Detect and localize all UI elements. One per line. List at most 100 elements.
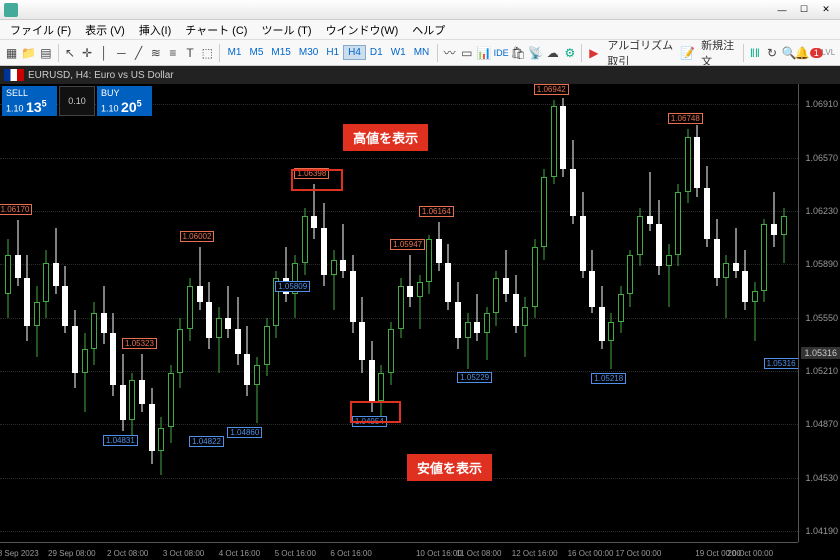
menubar: ファイル (F)表示 (V)挿入(I)チャート (C)ツール (T)ウインドウ(… (0, 20, 840, 40)
y-axis: 1.041901.045301.048701.052101.055501.058… (798, 84, 840, 542)
market-icon[interactable]: 🛍 (511, 43, 526, 63)
fractal-high-label: 1.05323 (122, 338, 157, 349)
fractal-high-label: 1.06942 (534, 84, 569, 95)
x-tick-label: 2 Oct 08:00 (107, 549, 148, 558)
fractal-high-label: 1.06170 (0, 204, 32, 215)
timeframe-W1[interactable]: W1 (387, 46, 410, 59)
x-tick-label: 12 Oct 16:00 (512, 549, 558, 558)
template-icon[interactable]: ▭ (459, 43, 474, 63)
y-tick-label: 1.06570 (805, 153, 838, 163)
sell-price-big: 13 (26, 99, 42, 115)
indicators-icon[interactable]: 📊 (476, 43, 491, 63)
lot-input[interactable]: 0.10 (59, 86, 95, 116)
chart-title: EURUSD, H4: Euro vs US Dollar (28, 70, 174, 81)
timeframe-M15[interactable]: M15 (267, 46, 294, 59)
text-icon[interactable]: T (182, 43, 197, 63)
zoom-in-icon[interactable]: 〰 (442, 43, 457, 63)
fractal-high-label: 1.06002 (180, 231, 215, 242)
buy-label: BUY (101, 88, 148, 98)
timeframe-M30[interactable]: M30 (295, 46, 322, 59)
app-logo-icon (4, 3, 18, 17)
x-tick-label: 6 Oct 16:00 (330, 549, 371, 558)
timeframe-M5[interactable]: M5 (246, 46, 268, 59)
x-tick-label: 3 Oct 08:00 (163, 549, 204, 558)
vline-icon[interactable]: │ (97, 43, 112, 63)
plot-area[interactable]: 1.061701.048311.053231.048221.060021.048… (0, 84, 798, 542)
annotation-box (291, 169, 343, 191)
fibo-icon[interactable]: ≡ (165, 43, 180, 63)
close-button[interactable]: ✕ (816, 3, 836, 17)
channel-icon[interactable]: ≋ (148, 43, 163, 63)
vps-icon[interactable]: ☁ (545, 43, 560, 63)
x-axis: 28 Sep 2023 29 Sep 08:00 2 Oct 08:00 3 Oct … (0, 542, 798, 560)
fractal-low-label: 1.04860 (227, 427, 262, 438)
buy-price-prefix: 1.10 (101, 104, 119, 114)
oneclick-icon[interactable]: ↻ (764, 43, 779, 63)
buy-price-big: 20 (121, 99, 137, 115)
fractal-high-label: 1.06748 (668, 113, 703, 124)
crosshair-icon[interactable]: ✛ (79, 43, 94, 63)
x-tick-label: 17 Oct 00:00 (615, 549, 661, 558)
sell-label: SELL (6, 88, 53, 98)
separator (219, 44, 220, 62)
separator (581, 44, 582, 62)
notification-icon[interactable]: 🔔1 (799, 43, 819, 63)
profile-icon[interactable]: ▤ (38, 43, 53, 63)
algo-trading-label[interactable]: アルゴリズム取引 (603, 40, 678, 66)
timeframe-D1[interactable]: D1 (366, 46, 387, 59)
symbol-flag-icon (4, 69, 24, 81)
current-price-label: 1.05316 (801, 347, 840, 359)
timeframe-H1[interactable]: H1 (322, 46, 343, 59)
menu-item[interactable]: チャート (C) (179, 20, 253, 40)
annotation-label: 安値を表示 (407, 454, 492, 481)
new-order-icon[interactable]: 📝 (680, 43, 695, 63)
menu-item[interactable]: ウインドウ(W) (320, 20, 405, 40)
sell-price-prefix: 1.10 (6, 104, 24, 114)
minimize-button[interactable]: — (772, 3, 792, 17)
new-chart-icon[interactable]: ▦ (4, 43, 19, 63)
open-icon[interactable]: 📁 (21, 43, 36, 63)
toolbar: ▦ 📁 ▤ ↖ ✛ │ ─ ╱ ≋ ≡ T ⬚ M1M5M15M30H1H4D1… (0, 40, 840, 66)
x-tick-label: 11 Oct 08:00 (456, 549, 501, 558)
y-tick-label: 1.05550 (805, 313, 838, 323)
level-icon[interactable]: LVL (821, 43, 836, 63)
buy-button[interactable]: BUY 1.10 205 (97, 86, 152, 116)
y-tick-label: 1.04530 (805, 473, 838, 483)
fractal-low-label: 1.05316 (764, 358, 799, 369)
x-tick-label: 16 Oct 00:00 (568, 549, 614, 558)
fractal-low-label: 1.05809 (275, 281, 310, 292)
trendline-icon[interactable]: ╱ (131, 43, 146, 63)
x-tick-label: 29 Sep 08:00 (48, 549, 96, 558)
depth-icon[interactable]: ‖‖ (747, 43, 762, 63)
y-tick-label: 1.04870 (805, 419, 838, 429)
chart-area[interactable]: EURUSD, H4: Euro vs US Dollar SELL 1.10 … (0, 66, 840, 560)
x-tick-label: 28 Sep 2023 (0, 549, 39, 558)
hline-icon[interactable]: ─ (114, 43, 129, 63)
y-tick-label: 1.06230 (805, 206, 838, 216)
options-icon[interactable]: ⚙ (562, 43, 577, 63)
menu-item[interactable]: ファイル (F) (4, 20, 77, 40)
x-tick-label: 20 Oct 00:00 (727, 549, 773, 558)
menu-item[interactable]: ツール (T) (255, 20, 317, 40)
new-order-label[interactable]: 新規注文 (697, 40, 738, 66)
chart-header: EURUSD, H4: Euro vs US Dollar (0, 66, 840, 84)
cursor-icon[interactable]: ↖ (62, 43, 77, 63)
annotation-box (350, 401, 402, 423)
timeframe-H4[interactable]: H4 (343, 45, 366, 60)
menu-item[interactable]: 表示 (V) (79, 20, 131, 40)
sell-button[interactable]: SELL 1.10 135 (2, 86, 57, 116)
fractal-low-label: 1.05229 (457, 372, 492, 383)
window-controls: — ☐ ✕ (772, 3, 836, 17)
signal-icon[interactable]: 📡 (528, 43, 543, 63)
algo-trading-icon[interactable]: ▶ (586, 43, 601, 63)
timeframe-M1[interactable]: M1 (224, 46, 246, 59)
maximize-button[interactable]: ☐ (794, 3, 814, 17)
timeframe-MN[interactable]: MN (410, 46, 434, 59)
objects-icon[interactable]: ⬚ (200, 43, 215, 63)
menu-item[interactable]: ヘルプ (406, 20, 451, 40)
fractal-low-label: 1.04822 (189, 436, 224, 447)
y-tick-label: 1.05890 (805, 259, 838, 269)
menu-item[interactable]: 挿入(I) (133, 20, 177, 40)
y-tick-label: 1.06910 (805, 99, 838, 109)
ide-icon[interactable]: IDE (494, 43, 509, 63)
